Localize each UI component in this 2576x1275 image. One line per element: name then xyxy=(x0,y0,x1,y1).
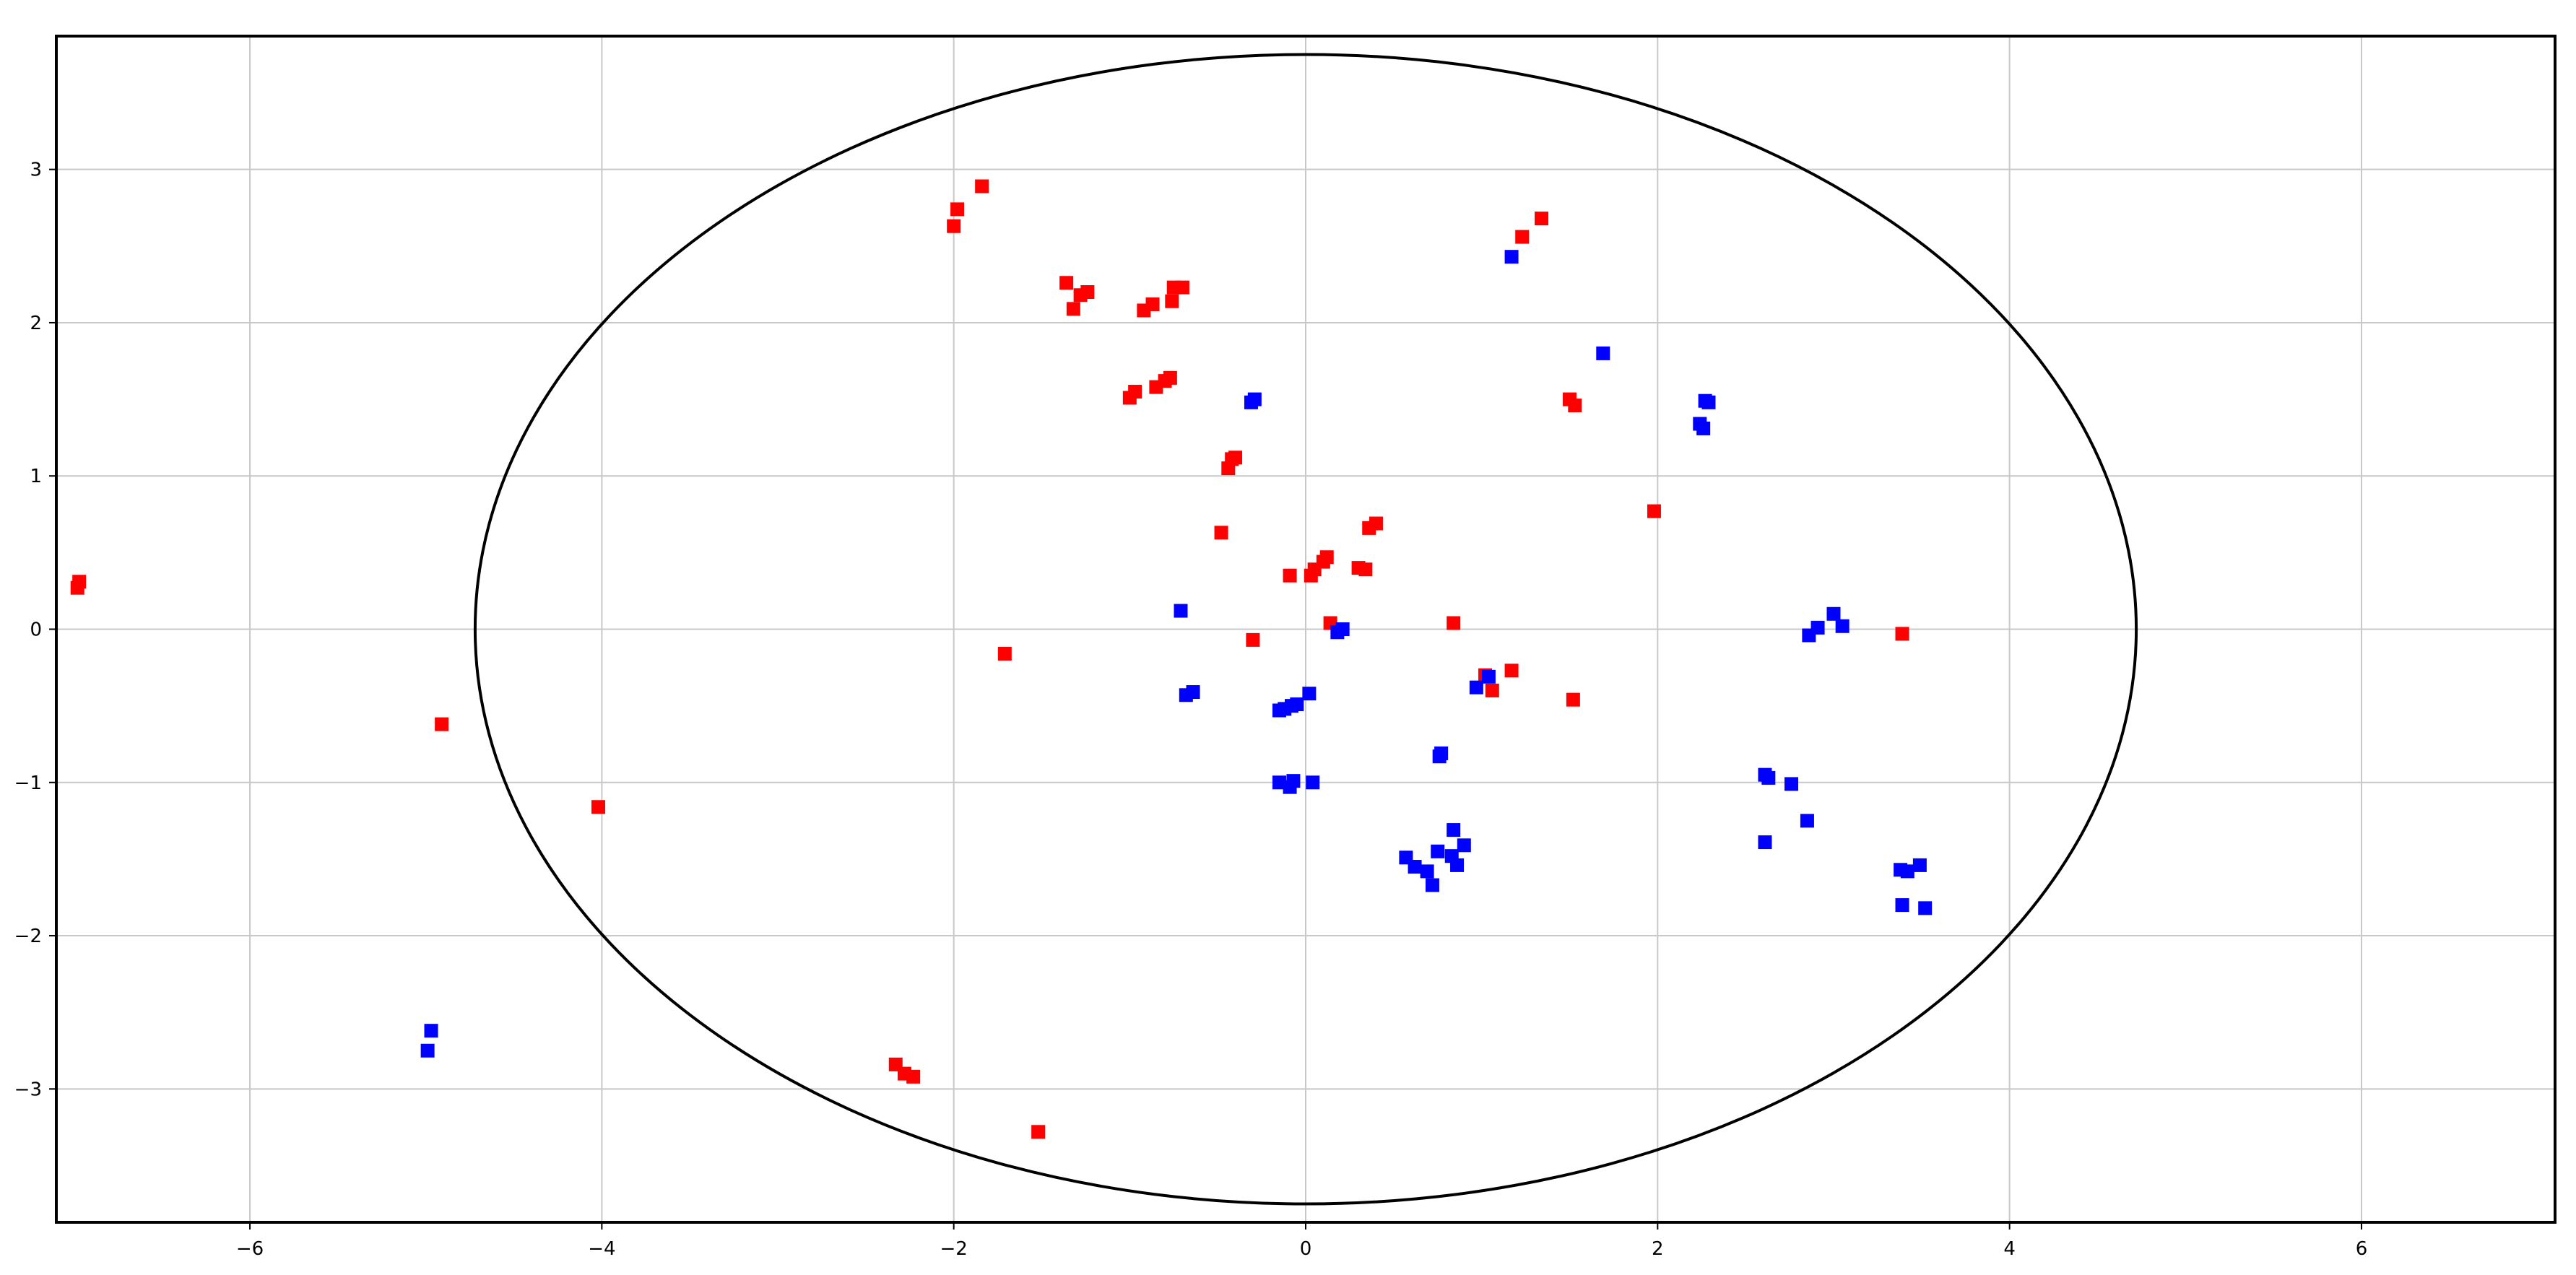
data-point xyxy=(1246,632,1260,647)
data-point xyxy=(1912,858,1927,872)
data-point xyxy=(950,202,965,217)
y-axis-ticks: −3 −2 −1 0 1 2 3 xyxy=(14,160,56,1100)
data-point xyxy=(420,1043,435,1058)
data-point xyxy=(1290,697,1304,712)
data-point xyxy=(1701,395,1716,409)
data-point xyxy=(1568,399,1582,413)
data-point xyxy=(1059,276,1074,290)
data-point xyxy=(1408,860,1422,874)
data-point xyxy=(1515,230,1530,244)
data-point xyxy=(1302,687,1317,701)
data-point xyxy=(1447,823,1461,837)
data-point xyxy=(1128,384,1142,399)
data-point xyxy=(1504,250,1519,264)
data-point xyxy=(1358,562,1373,577)
y-tick-label: 0 xyxy=(30,619,42,641)
y-tick-label: −1 xyxy=(14,773,42,794)
data-point xyxy=(1174,604,1188,618)
series-1 xyxy=(420,250,1933,1058)
data-point xyxy=(1596,346,1610,360)
data-point xyxy=(1566,692,1580,707)
data-point xyxy=(1080,284,1095,299)
data-point xyxy=(435,717,449,731)
data-point xyxy=(1425,878,1439,892)
y-tick-label: 3 xyxy=(30,160,42,181)
y-tick-label: 1 xyxy=(30,466,42,487)
data-point xyxy=(1469,680,1483,695)
x-tick-label: 6 xyxy=(2356,1238,2368,1260)
data-point xyxy=(1186,685,1200,700)
data-point xyxy=(1895,898,1909,913)
data-point xyxy=(1535,212,1549,226)
y-tick-label: 2 xyxy=(30,313,42,334)
data-point xyxy=(1319,550,1334,565)
data-point xyxy=(1835,619,1849,633)
data-point xyxy=(1800,814,1814,828)
data-point xyxy=(1900,864,1914,879)
x-tick-label: −6 xyxy=(236,1238,264,1260)
data-point xyxy=(72,575,87,589)
data-point xyxy=(1031,1125,1046,1139)
data-point xyxy=(1369,516,1383,531)
data-point xyxy=(1431,844,1445,858)
data-point xyxy=(1450,858,1465,872)
x-tick-label: −4 xyxy=(588,1238,615,1260)
series-0 xyxy=(70,179,1909,1139)
data-point xyxy=(947,219,961,233)
data-point xyxy=(1485,683,1499,697)
data-points xyxy=(70,179,1933,1139)
data-point xyxy=(1810,620,1825,635)
x-tick-label: 0 xyxy=(1300,1238,1312,1260)
data-point xyxy=(906,1069,921,1084)
data-point xyxy=(1696,421,1711,435)
data-point xyxy=(1918,901,1933,915)
data-point xyxy=(424,1024,438,1038)
confidence-ellipse xyxy=(473,53,2138,1206)
data-point xyxy=(1228,451,1243,465)
x-tick-label: −2 xyxy=(940,1238,968,1260)
data-point xyxy=(1761,770,1776,785)
data-point xyxy=(1481,669,1496,684)
data-point xyxy=(1504,663,1519,678)
data-point xyxy=(975,179,989,193)
y-gridlines xyxy=(56,168,2555,1090)
y-tick-label: −3 xyxy=(14,1079,42,1100)
x-tick-label: 2 xyxy=(1652,1238,1664,1260)
data-point xyxy=(1647,504,1661,518)
data-point xyxy=(1145,297,1160,311)
data-point xyxy=(1826,606,1841,621)
data-point xyxy=(1784,777,1799,791)
data-point xyxy=(1165,294,1179,308)
data-point xyxy=(1335,622,1350,636)
data-point xyxy=(1283,568,1297,583)
data-point xyxy=(1895,627,1909,641)
data-point xyxy=(1457,838,1471,853)
data-point xyxy=(1247,392,1262,406)
data-point xyxy=(1163,370,1177,385)
data-point xyxy=(1272,775,1286,790)
data-point xyxy=(591,800,605,814)
data-point xyxy=(997,646,1012,661)
data-point xyxy=(1434,746,1449,760)
data-point xyxy=(1286,774,1301,788)
y-tick-label: −2 xyxy=(14,926,42,947)
data-point xyxy=(1175,280,1189,295)
data-point xyxy=(1758,835,1772,850)
data-point xyxy=(1066,302,1080,316)
x-tick-label: 4 xyxy=(2003,1238,2016,1260)
data-point xyxy=(1214,526,1228,540)
data-point xyxy=(1447,616,1461,630)
data-point xyxy=(1306,775,1320,790)
data-point xyxy=(1420,864,1434,879)
x-axis-ticks: −6 −4 −2 0 2 4 6 xyxy=(236,1222,2367,1260)
